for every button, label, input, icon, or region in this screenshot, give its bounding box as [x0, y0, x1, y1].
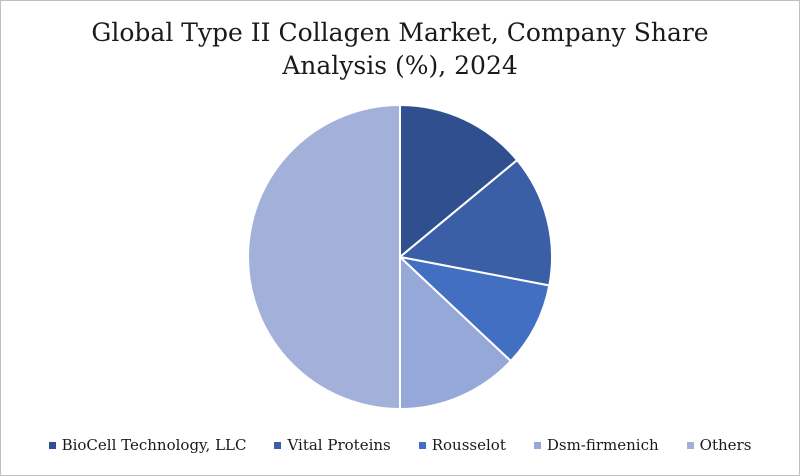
legend-label: Vital Proteins — [287, 436, 391, 454]
legend-item: BioCell Technology, LLC — [48, 436, 247, 454]
legend-item: Dsm-firmenich — [533, 436, 659, 454]
legend-swatch — [274, 441, 282, 449]
pie-slice-dsm-firmenich — [399, 254, 513, 411]
pie-slice-others — [247, 103, 401, 411]
legend-item: Vital Proteins — [274, 436, 391, 454]
legend-label: BioCell Technology, LLC — [61, 436, 247, 454]
legend-label: Rousselot — [431, 436, 506, 454]
pie-slice-biocell-technology-llc — [399, 103, 519, 260]
legend-item: Others — [686, 436, 752, 454]
chart-title: Global Type II Collagen Market, Company … — [0, 16, 800, 82]
legend-label: Others — [699, 436, 752, 454]
legend-swatch — [686, 441, 694, 449]
pie-slice-vital-proteins — [397, 158, 554, 287]
pie-slice-rousselot — [396, 255, 551, 363]
legend-swatch — [418, 441, 426, 449]
legend-item: Rousselot — [418, 436, 506, 454]
legend: BioCell Technology, LLC Vital Proteins Rou… — [0, 436, 800, 454]
chart-title-line-1: Global Type II Collagen Market, Company … — [91, 18, 709, 47]
legend-swatch — [533, 441, 541, 449]
legend-label: Dsm-firmenich — [546, 436, 659, 454]
chart-title-line-2: Analysis (%), 2024 — [282, 51, 518, 80]
legend-swatch — [48, 441, 56, 449]
